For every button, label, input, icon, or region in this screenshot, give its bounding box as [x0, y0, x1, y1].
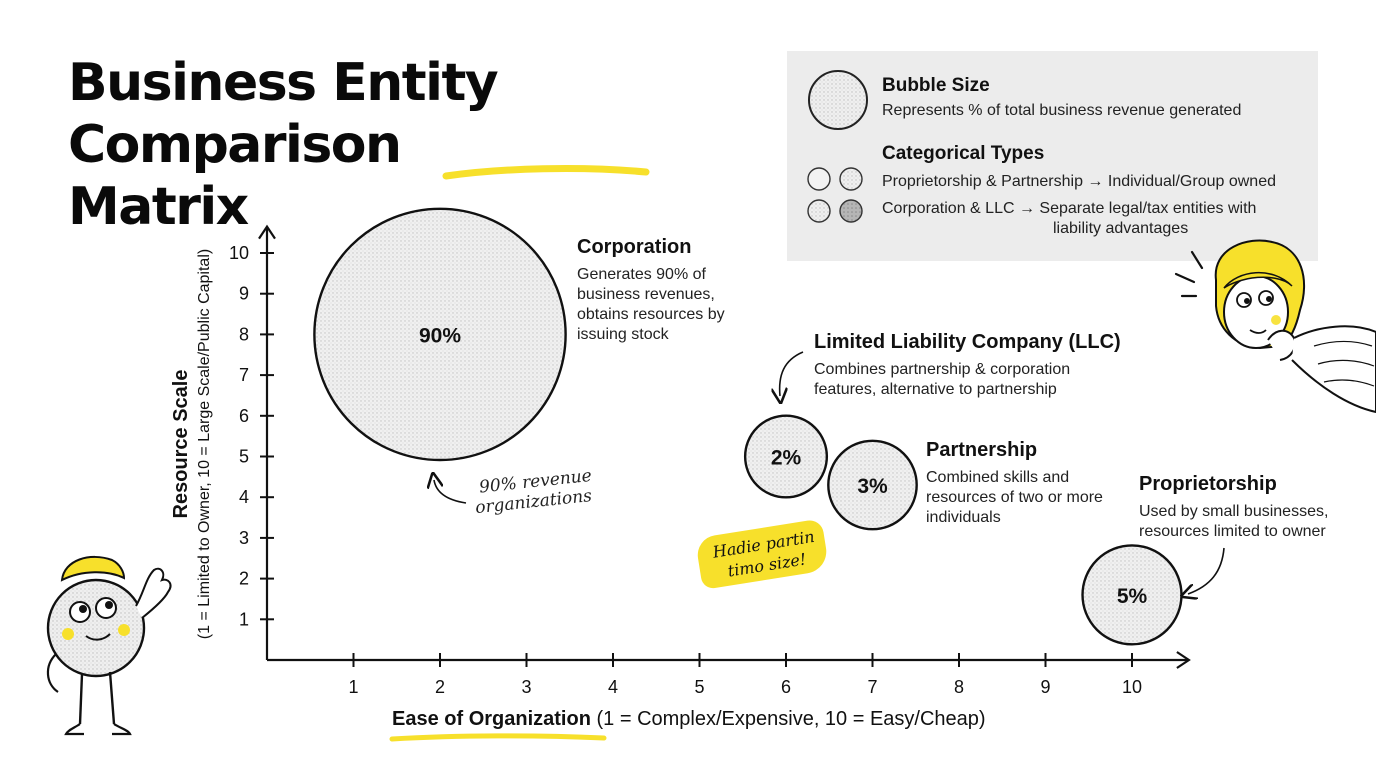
- cartoon-girl-illustration: [1174, 239, 1376, 414]
- legend-corporation-swatch: [807, 199, 831, 223]
- llc-desc-line: features, alternative to partnership: [814, 381, 1057, 398]
- legend-llc-swatch: [839, 199, 863, 223]
- legend-bubble-size-swatch: [808, 70, 868, 130]
- bubble-label-proprietorship: 5%: [1117, 585, 1148, 608]
- y-axis-arrowhead: [258, 224, 276, 240]
- y-tick-label: 8: [239, 324, 249, 344]
- bubble-corporation: [313, 207, 567, 462]
- partnership-name: Partnership: [926, 439, 1038, 461]
- legend-panel: Bubble Size Represents % of total busine…: [787, 51, 1318, 261]
- x-tick-label: 6: [781, 677, 791, 697]
- page-title: Business Entity Comparison Matrix: [68, 52, 499, 238]
- y-axis-label-rest: (1 = Limited to Owner, 10 = Large Scale/…: [196, 248, 213, 640]
- llc-label: Limited Liability Company (LLC) Combines…: [814, 330, 1121, 400]
- bubble-partnership: [827, 439, 918, 531]
- corporation-desc-line: Generates 90% of: [577, 266, 706, 283]
- legend-bubble-size-title: Bubble Size: [882, 75, 990, 96]
- x-axis-label-bold: Ease of Organization: [392, 708, 591, 730]
- title-line-2: Comparison Matrix: [68, 114, 497, 238]
- proprietorship-name: Proprietorship: [1139, 473, 1277, 495]
- x-tick-label: 1: [348, 677, 358, 697]
- bubble-label-corporation: 90%: [419, 324, 461, 347]
- corporation-desc-line: business revenues,: [577, 286, 715, 303]
- legend-partnership-swatch: [839, 167, 863, 191]
- title-line-2-prefix: Comparison: [68, 115, 402, 175]
- title-line-1: Business Entity: [68, 53, 499, 113]
- x-tick-label: 2: [435, 677, 445, 697]
- x-axis-arrowhead: [1176, 651, 1191, 669]
- cartoon-mascot-illustration: [46, 555, 172, 736]
- y-tick-label: 1: [239, 609, 249, 629]
- corporation-label: Corporation Generates 90% of business re…: [577, 235, 725, 345]
- partnership-desc-line: resources of two or more: [926, 489, 1103, 506]
- proprietorship-desc: Used by small businesses, resources limi…: [1139, 502, 1328, 542]
- legend-proprietorship-swatch: [807, 167, 831, 191]
- y-tick-label: 2: [239, 569, 249, 589]
- proprietorship-label: Proprietorship Used by small businesses,…: [1139, 472, 1328, 542]
- x-tick-label: 7: [867, 677, 877, 697]
- bubble-label-partnership: 3%: [857, 475, 888, 498]
- bubble-limited-liability-company-llc: [743, 414, 829, 499]
- x-tick-label: 9: [1040, 677, 1050, 697]
- llc-desc-line: Combines partnership & corporation: [814, 361, 1071, 378]
- x-axis-label: Ease of Organization (1 = Complex/Expens…: [392, 708, 986, 731]
- legend-bubble-size-desc: Represents % of total business revenue g…: [882, 102, 1242, 119]
- x-tick-label: 8: [954, 677, 964, 697]
- llc-desc: Combines partnership & corporation featu…: [814, 360, 1121, 400]
- title-highlight: Matrix: [68, 177, 249, 237]
- legend-categorical-title: Categorical Types: [882, 143, 1045, 164]
- x-tick-label: 4: [608, 677, 618, 697]
- partnership-label: Partnership Combined skills and resource…: [926, 438, 1103, 528]
- y-tick-label: 5: [239, 447, 249, 467]
- x-tick-label: 5: [694, 677, 704, 697]
- x-tick-label: 3: [521, 677, 531, 697]
- partnership-desc-line: individuals: [926, 509, 1001, 526]
- legend-row-corporation-llc: Corporation & LLC → Separate legal/tax e…: [882, 200, 1257, 217]
- bubbles: 90% 2% 3% 5%: [313, 207, 1183, 646]
- partnership-desc-line: Combined skills and: [926, 469, 1070, 486]
- title-underline-highlight: [442, 165, 650, 180]
- x-tick-label: 10: [1122, 677, 1142, 697]
- y-tick-label: 10: [229, 243, 249, 263]
- bubble-label-limited-liability-company-llc: 2%: [771, 447, 802, 470]
- llc-arrow: [780, 351, 804, 396]
- corporation-desc-line: issuing stock: [577, 326, 669, 343]
- legend-swatches: [807, 70, 868, 223]
- y-tick-label: 4: [239, 487, 249, 507]
- y-tick-label: 7: [239, 365, 249, 385]
- corporation-note-arrow: [434, 480, 467, 504]
- corporation-desc: Generates 90% of business revenues, obta…: [577, 265, 725, 345]
- x-axis-label-underline: [389, 733, 607, 742]
- y-tick-label: 3: [239, 528, 249, 548]
- x-axis-label-rest: (1 = Complex/Expensive, 10 = Easy/Cheap): [590, 708, 986, 730]
- llc-name: Limited Liability Company (LLC): [814, 331, 1121, 353]
- corporation-name: Corporation: [577, 236, 692, 258]
- partnership-desc: Combined skills and resources of two or …: [926, 468, 1103, 528]
- annotation-arrows: [434, 351, 1225, 594]
- corporation-desc-line: obtains resources by: [577, 306, 725, 323]
- axes: 1 2 3 4 5 6 7 8 9 10 1 2 3 4 5 6 7 8 9 10: [229, 224, 1191, 697]
- y-tick-label: 9: [239, 284, 249, 304]
- proprietorship-desc-line: Used by small businesses,: [1139, 503, 1329, 520]
- proprietorship-arrow: [1188, 547, 1225, 594]
- proprietorship-desc-line: resources limited to owner: [1139, 523, 1326, 540]
- legend-row-proprietorship-partnership: Proprietorship & Partnership → Individua…: [882, 173, 1276, 190]
- y-tick-label: 6: [239, 406, 249, 426]
- legend-row-corporation-llc-cont: liability advantages: [1053, 220, 1189, 237]
